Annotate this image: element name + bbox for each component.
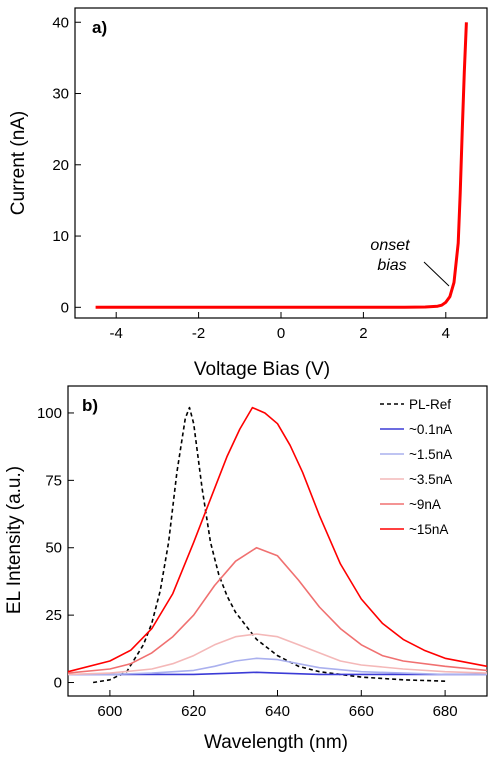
onset-label-line1: onset <box>370 237 410 254</box>
a-xtick-label: 2 <box>359 325 367 342</box>
b-series-line <box>67 406 488 673</box>
panel-a-series <box>95 22 468 309</box>
legend-label: ~9nA <box>409 497 441 512</box>
panel-a-label: a) <box>92 18 107 37</box>
panel-b-ylabel: EL Intensity (a.u.) <box>4 466 25 614</box>
a-ytick-label: 30 <box>52 86 69 103</box>
b-ytick-label: 100 <box>37 405 62 422</box>
onset-label-line2: bias <box>377 257 406 274</box>
b-series-line <box>68 657 487 676</box>
panel-b-xlabel: Wavelength (nm) <box>204 732 348 753</box>
b-xtick-label: 660 <box>349 703 374 720</box>
panel-a-frame <box>74 7 488 319</box>
b-series-line <box>68 671 487 676</box>
panel-b-ticks: 600 620 640 660 680 0 25 50 75 100 <box>37 405 458 720</box>
b-ytick-label: 75 <box>45 472 62 489</box>
b-xtick-label: 600 <box>97 703 122 720</box>
b-series-line <box>67 546 488 674</box>
b-ytick-label: 0 <box>54 675 62 692</box>
panel-b-series <box>67 406 488 684</box>
onset-pointer <box>423 261 450 287</box>
legend-label: ~0.1nA <box>409 422 452 437</box>
legend-label: ~15nA <box>409 522 448 537</box>
a-xtick-label: -2 <box>192 325 205 342</box>
a-xtick-label: -4 <box>110 325 123 342</box>
a-xtick-label: 4 <box>442 325 450 342</box>
a-ytick-label: 40 <box>52 14 69 31</box>
b-series-line <box>92 406 446 684</box>
a-xtick-label: 0 <box>277 325 285 342</box>
panel-a-xlabel: Voltage Bias (V) <box>194 359 330 380</box>
a-ytick-label: 0 <box>61 299 69 316</box>
legend-label: PL-Ref <box>409 397 451 412</box>
panel-b-label: b) <box>82 396 98 415</box>
a-ytick-label: 20 <box>52 157 69 174</box>
panel-b: 600 620 640 660 680 0 25 50 75 100 b) Wavelength … <box>4 385 488 753</box>
b-xtick-label: 680 <box>433 703 458 720</box>
legend: PL-Ref ~0.1nA ~1.5nA ~3.5nA ~9nA ~15nA <box>380 397 452 537</box>
legend-label: ~1.5nA <box>409 447 452 462</box>
b-ytick-label: 25 <box>45 607 62 624</box>
b-xtick-label: 620 <box>181 703 206 720</box>
b-series-line <box>67 633 488 676</box>
b-ytick-label: 50 <box>45 540 62 557</box>
panel-a-ylabel: Current (nA) <box>8 111 29 216</box>
legend-label: ~3.5nA <box>409 472 452 487</box>
b-xtick-label: 640 <box>265 703 290 720</box>
a-ytick-label: 10 <box>52 228 69 245</box>
a-series-line <box>95 22 468 309</box>
